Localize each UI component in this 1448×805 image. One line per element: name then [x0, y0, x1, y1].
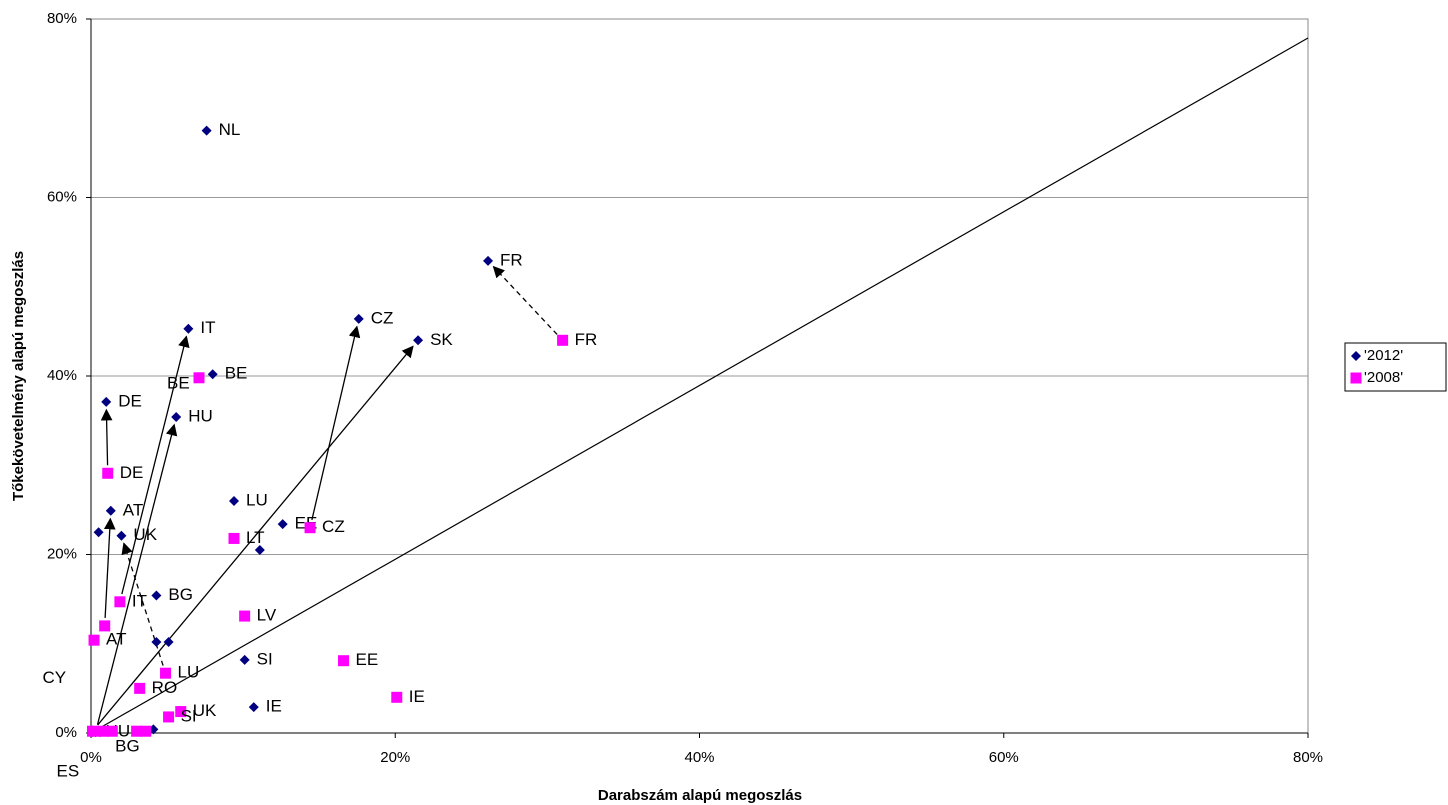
- x-tick-label: 60%: [989, 749, 1019, 766]
- point-label: HU: [188, 407, 213, 426]
- point: [304, 522, 316, 534]
- point: [88, 634, 100, 646]
- x-tick-label: 0%: [80, 749, 102, 766]
- point: [151, 590, 162, 601]
- point: [163, 711, 175, 723]
- legend-marker: [1351, 351, 1361, 361]
- point-label: CY: [43, 668, 67, 687]
- point: [151, 636, 162, 647]
- legend-marker: [1350, 372, 1362, 384]
- point: [254, 545, 265, 556]
- point-label: IT: [200, 318, 215, 337]
- arrow: [100, 408, 113, 466]
- point-label: AT: [106, 630, 126, 649]
- arrow: [103, 517, 116, 618]
- point: [87, 725, 99, 737]
- point: [239, 654, 250, 665]
- point: [175, 706, 187, 718]
- arrow: [96, 423, 178, 725]
- point-label: FR: [500, 250, 523, 269]
- point: [131, 725, 143, 737]
- point: [163, 636, 174, 647]
- legend: [1344, 342, 1447, 392]
- point: [106, 725, 118, 737]
- point: [277, 519, 288, 530]
- point: [228, 495, 239, 506]
- point: [99, 620, 111, 632]
- point-label: SI: [257, 649, 273, 668]
- point-label: NL: [219, 120, 241, 139]
- x-tick-label: 80%: [1293, 749, 1323, 766]
- arrow: [311, 325, 361, 521]
- point: [228, 532, 240, 544]
- point: [101, 396, 112, 407]
- reference-line: [90, 37, 1309, 734]
- point-label: ES: [57, 762, 80, 781]
- point-label: FR: [575, 330, 598, 349]
- point-label: UK: [193, 701, 217, 720]
- point: [391, 691, 403, 703]
- point-label: AT: [123, 500, 143, 519]
- point-label: LU: [178, 663, 200, 682]
- point-label: CZ: [322, 517, 345, 536]
- point-label: IT: [132, 591, 147, 610]
- point-label: BE: [167, 373, 190, 392]
- x-axis-title: Darabszám alapú megoszlás: [598, 787, 802, 804]
- point: [102, 467, 114, 479]
- x-tick-label: 40%: [684, 749, 714, 766]
- point: [193, 372, 205, 384]
- point-label: UK: [133, 525, 157, 544]
- point: [134, 682, 146, 694]
- point: [140, 725, 152, 737]
- arrow: [97, 345, 414, 726]
- point: [413, 335, 424, 346]
- point: [116, 530, 127, 541]
- point: [483, 255, 494, 266]
- point-label: DE: [120, 463, 144, 482]
- point: [171, 412, 182, 423]
- y-tick-label: 80%: [47, 10, 77, 27]
- point-label: CZ: [371, 308, 394, 327]
- point: [201, 125, 212, 136]
- arrow: [492, 265, 558, 335]
- point: [160, 667, 172, 679]
- point: [248, 702, 259, 713]
- y-tick-label: 0%: [55, 724, 77, 741]
- point-label: SI: [181, 706, 197, 725]
- point-label: LT: [246, 528, 265, 547]
- y-axis-title: Tőkekövetelmény alapú megoszlás: [10, 251, 27, 501]
- point: [114, 596, 126, 608]
- point-label: SK: [430, 330, 453, 349]
- point-label: RO: [152, 678, 178, 697]
- point-label: LU: [246, 490, 268, 509]
- point-label: BG: [168, 585, 193, 604]
- legend-label: '2008': [1364, 369, 1403, 386]
- point: [97, 725, 109, 737]
- point: [557, 334, 569, 346]
- y-tick-label: 20%: [47, 545, 77, 562]
- point-label: BE: [225, 364, 248, 383]
- point: [105, 505, 116, 516]
- point-label: BG: [115, 737, 140, 756]
- point: [93, 527, 104, 538]
- point: [207, 369, 218, 380]
- x-tick-label: 20%: [380, 749, 410, 766]
- point: [239, 610, 251, 622]
- point-label: EE: [356, 650, 379, 669]
- point-label: IE: [409, 687, 425, 706]
- point-label: LV: [257, 606, 277, 625]
- point: [183, 323, 194, 334]
- point: [353, 313, 364, 324]
- point-label: DE: [118, 391, 142, 410]
- legend-label: '2012': [1364, 347, 1403, 364]
- point-label: IE: [266, 697, 282, 716]
- y-tick-label: 60%: [47, 188, 77, 205]
- point: [338, 655, 350, 667]
- y-tick-label: 40%: [47, 367, 77, 384]
